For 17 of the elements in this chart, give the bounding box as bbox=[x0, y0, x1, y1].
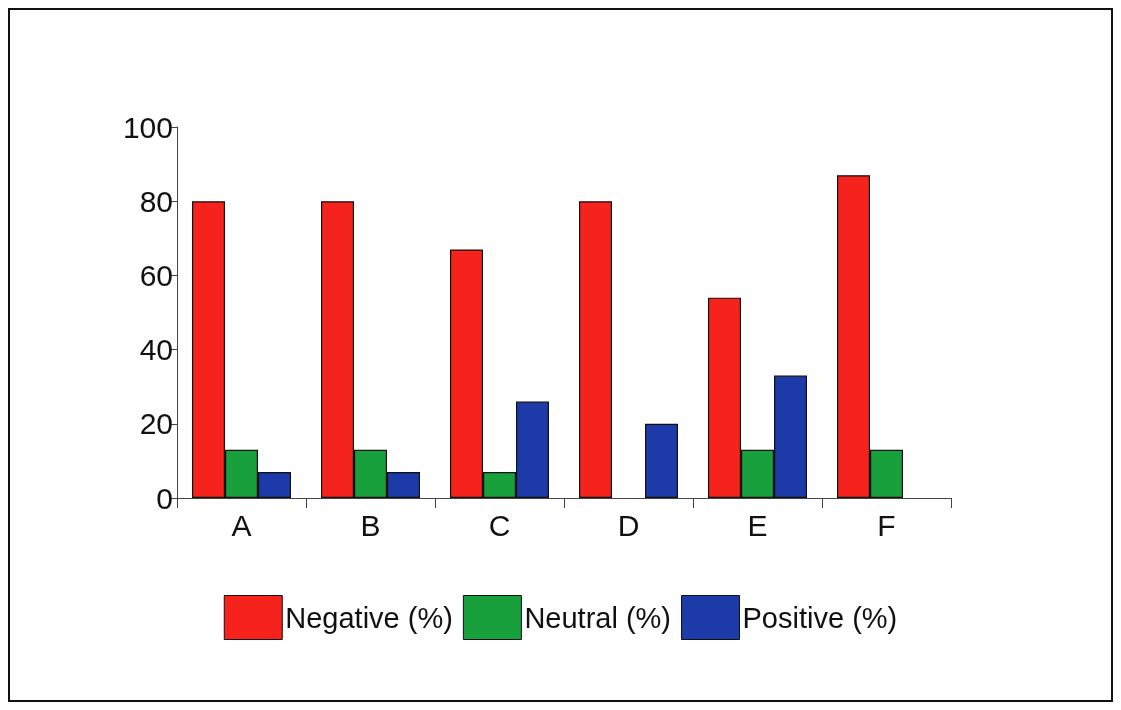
y-tick-label: 0 bbox=[156, 481, 173, 515]
x-tick-label: D bbox=[617, 508, 640, 542]
y-tick-label: 40 bbox=[139, 333, 173, 367]
y-tick-label: 60 bbox=[139, 258, 173, 292]
bar bbox=[579, 201, 612, 498]
x-tick-label: E bbox=[747, 508, 768, 542]
x-tick-label: B bbox=[360, 508, 381, 542]
y-tick-label: 100 bbox=[122, 110, 173, 144]
x-tick-label: F bbox=[877, 508, 896, 542]
y-tick-label: 80 bbox=[139, 184, 173, 218]
legend-label: Negative (%) bbox=[285, 601, 453, 634]
x-tick-label: A bbox=[231, 508, 252, 542]
bar bbox=[645, 423, 678, 498]
legend-label: Neutral (%) bbox=[524, 601, 672, 634]
legend-label: Positive (%) bbox=[742, 601, 898, 634]
x-tick-label: C bbox=[488, 508, 511, 542]
y-tick-label: 20 bbox=[139, 407, 173, 441]
